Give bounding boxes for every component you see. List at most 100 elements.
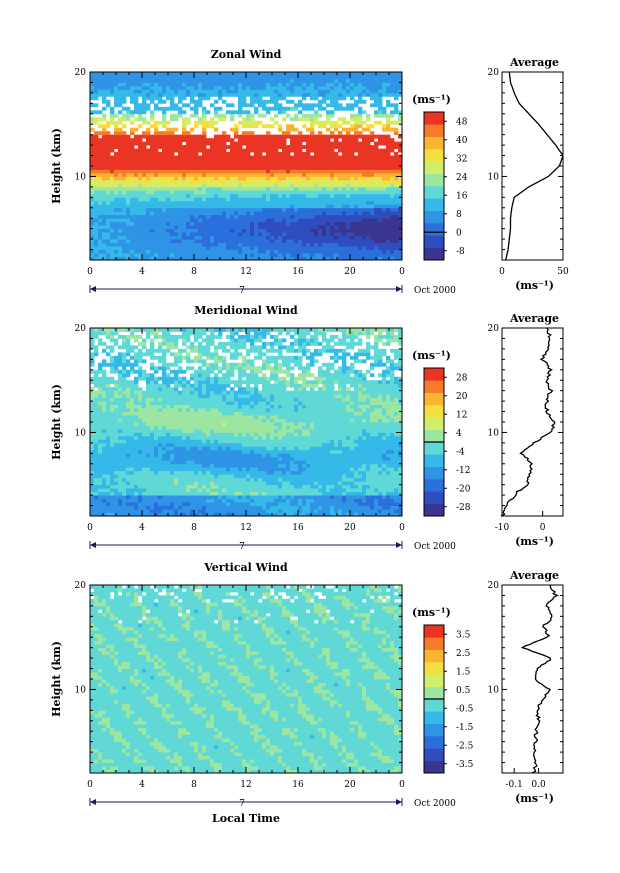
heatmap-cell [186,218,191,223]
heatmap-cell [394,159,399,163]
heatmap-cell [298,190,303,195]
heatmap-cell [146,512,151,517]
heatmap-cell [182,96,187,101]
heatmap-cell [114,82,119,87]
heatmap-cell [334,214,339,219]
heatmap-cell [206,78,211,83]
heatmap-cell [102,456,107,461]
heatmap-cell [90,328,95,332]
heatmap-cell [94,512,99,517]
heatmap-cell [238,211,243,216]
heatmap-cell [266,235,271,240]
heatmap-cell [114,145,119,149]
heatmap-cell [142,328,147,332]
heatmap-cell [154,470,159,475]
heatmap-cell [262,172,267,177]
heatmap-cell [182,186,187,191]
heatmap-cell [142,390,147,395]
heatmap-cell [94,211,99,216]
heatmap-cell [198,242,203,247]
heatmap-cell [382,89,387,94]
heatmap-cell [386,113,391,118]
heatmap-cell [206,221,211,226]
heatmap-cell [118,352,123,357]
heatmap-cell [266,82,271,87]
heatmap-cell [362,246,367,250]
heatmap-cell [90,155,95,160]
heatmap-cell [262,256,267,261]
heatmap-cell [310,89,315,94]
heatmap-cell [90,432,95,437]
heatmap-cell [290,162,295,167]
heatmap-cell [138,435,143,440]
heatmap-cell [90,186,95,191]
heatmap-cell [186,193,191,198]
heatmap-cell [242,85,247,90]
heatmap-cell [122,214,127,219]
heatmap-cell [170,103,175,108]
heatmap-cell [154,366,159,371]
heatmap-cell [242,75,247,80]
heatmap-cell [162,383,167,388]
heatmap-cell [262,183,267,188]
heatmap-cell [138,411,143,416]
heatmap-cell [118,179,123,184]
heatmap-cell [190,207,195,212]
heatmap-cell [146,75,151,80]
heatmap-cell [386,78,391,83]
heatmap-cell [130,197,135,202]
heatmap-cell [394,239,399,243]
heatmap-cell [342,239,347,243]
heatmap-cell [370,172,375,177]
heatmap-cell [126,383,131,388]
heatmap-cell [238,103,243,108]
heatmap-cell [262,166,267,170]
heatmap-cell [130,408,135,412]
heatmap-cell [150,162,155,167]
heatmap-cell [338,141,343,146]
heatmap-cell [182,131,187,136]
heatmap-cell [326,85,331,90]
heatmap-cell [382,152,387,156]
heatmap-cell [302,117,307,122]
heatmap-cell [178,207,183,212]
heatmap-cell [142,200,147,205]
heatmap-cell [254,78,259,83]
heatmap-cell [394,183,399,188]
heatmap-cell [358,110,363,115]
heatmap-cell [370,190,375,195]
heatmap-cell [94,394,99,399]
heatmap-cell [134,387,139,392]
heatmap-cell [118,218,123,223]
heatmap-cell [234,211,239,216]
heatmap-cell [150,138,155,143]
heatmap-cell [374,166,379,170]
heatmap-cell [250,89,255,94]
heatmap-cell [334,106,339,111]
heatmap-cell [118,186,123,191]
heatmap-cell [246,179,251,184]
heatmap-cell [150,218,155,223]
heatmap-cell [342,186,347,191]
heatmap-cell [170,172,175,177]
heatmap-cell [290,253,295,257]
heatmap-cell [162,155,167,160]
heatmap-cell [326,225,331,230]
heatmap-cell [270,141,275,146]
heatmap-cell [118,404,123,409]
heatmap-cell [122,155,127,160]
heatmap-cell [226,92,231,97]
heatmap-cell [306,172,311,177]
heatmap-cell [366,221,371,226]
heatmap-cell [174,127,179,132]
heatmap-cell [90,502,95,506]
heatmap-cell [294,218,299,223]
heatmap-cell [350,103,355,108]
heatmap-cell [202,166,207,170]
heatmap-cell [170,474,175,479]
heatmap-cell [166,138,171,143]
heatmap-cell [250,218,255,223]
heatmap-cell [170,235,175,240]
heatmap-cell [234,249,239,254]
heatmap-cell [350,148,355,153]
